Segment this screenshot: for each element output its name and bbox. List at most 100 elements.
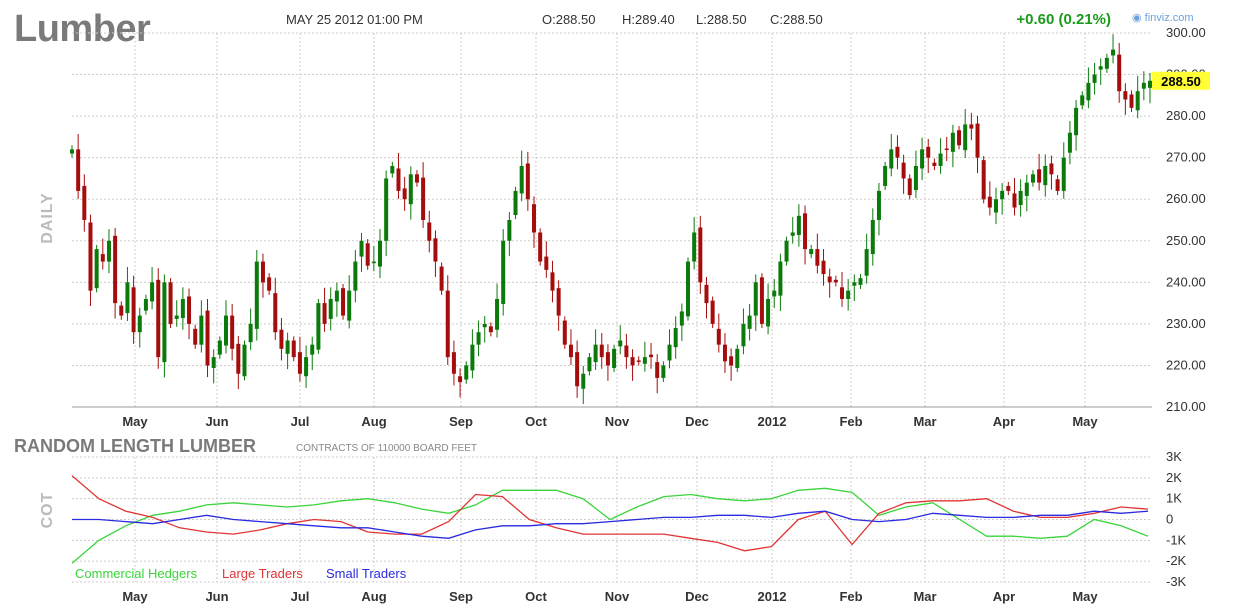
candle-body xyxy=(88,222,93,291)
candle-body xyxy=(260,261,265,283)
cot-y-tick: -1K xyxy=(1166,532,1187,547)
candle-body xyxy=(82,185,87,220)
candle-body xyxy=(396,168,401,191)
candle-body xyxy=(692,232,697,262)
candle-body xyxy=(267,277,272,291)
candle-body xyxy=(612,348,617,368)
candle-body xyxy=(975,123,980,158)
candle-body xyxy=(957,130,962,146)
cot-x-tick: Sep xyxy=(449,589,473,604)
candle-body xyxy=(328,298,333,319)
candle-body xyxy=(827,276,832,283)
candle-body xyxy=(137,315,142,333)
candle-body xyxy=(790,232,795,236)
candle-body xyxy=(618,340,623,347)
candle-body xyxy=(193,328,198,345)
candle-body xyxy=(495,298,500,330)
candle-body xyxy=(445,290,450,358)
cot-subtitle: CONTRACTS OF 110000 BOARD FEET xyxy=(296,443,477,454)
candle-body xyxy=(642,357,647,364)
candle-body xyxy=(821,260,826,275)
price-x-tick: Jun xyxy=(205,414,228,429)
candle-body xyxy=(1074,107,1079,136)
candle-body xyxy=(858,278,863,285)
datetime-label: MAY 25 2012 01:00 PM xyxy=(286,12,423,27)
candle-body xyxy=(427,222,432,241)
price-x-tick: Nov xyxy=(605,414,630,429)
candle-body xyxy=(920,149,925,169)
candle-body xyxy=(106,240,111,262)
cot-x-tick: Jun xyxy=(205,589,228,604)
candle-body xyxy=(100,254,105,262)
candle-body xyxy=(242,344,247,377)
candle-body xyxy=(1141,82,1146,89)
brand-link[interactable]: ◉ finviz.com xyxy=(1132,11,1194,24)
candle-body xyxy=(722,344,727,362)
candle-body xyxy=(1135,91,1140,111)
price-change: +0.60 (0.21%) xyxy=(1016,11,1111,28)
candle-body xyxy=(913,165,918,191)
candle-body xyxy=(747,315,752,329)
price-x-tick: May xyxy=(122,414,148,429)
candle-body xyxy=(1049,163,1054,175)
candle-body xyxy=(378,240,382,267)
candle-body xyxy=(458,376,463,383)
candle-body xyxy=(1055,179,1060,191)
candle-body xyxy=(408,174,413,205)
candle-body xyxy=(1117,54,1122,92)
candle-body xyxy=(1006,185,1011,191)
cot-x-tick: May xyxy=(122,589,148,604)
close-value: C:288.50 xyxy=(770,12,823,27)
candle-body xyxy=(1024,182,1029,196)
candle-body xyxy=(187,296,192,324)
candle-body xyxy=(938,153,943,166)
candle-body xyxy=(661,365,666,378)
candle-body xyxy=(987,196,992,208)
cot-y-tick: 2K xyxy=(1166,470,1182,485)
price-y-axis: 210.00 220.00 230.00 240.00 250.00 260.00 270.… xyxy=(1166,25,1206,414)
candle-body xyxy=(883,165,888,186)
cot-x-tick: Dec xyxy=(685,589,709,604)
candle-body xyxy=(433,238,438,262)
cot-x-axis: May Jun Jul Aug Sep Oct Nov Dec 2012 Feb Mar Apr May xyxy=(122,589,1098,604)
price-x-tick: Sep xyxy=(449,414,473,429)
candle-body xyxy=(1148,80,1152,88)
cot-x-tick: Nov xyxy=(605,589,630,604)
price-x-tick: Apr xyxy=(993,414,1015,429)
candle-body xyxy=(439,266,444,291)
candle-body xyxy=(131,287,136,333)
candle-body xyxy=(402,188,407,200)
candle-body xyxy=(1086,82,1091,101)
cot-y-tick: 3K xyxy=(1166,449,1182,464)
candle-body xyxy=(507,220,512,241)
candle-body xyxy=(390,165,395,174)
price-y-tick: 230.00 xyxy=(1166,316,1206,331)
candle-body xyxy=(513,190,518,216)
candle-body xyxy=(1037,169,1042,183)
candle-body xyxy=(279,329,284,349)
candle-body xyxy=(950,132,955,152)
cot-x-tick: Mar xyxy=(913,589,936,604)
cot-line-large xyxy=(71,475,1149,552)
candle-body xyxy=(1012,193,1017,208)
cot-y-tick: 0 xyxy=(1166,512,1173,527)
finviz-icon: ◉ xyxy=(1132,12,1142,24)
candle-body xyxy=(556,288,561,316)
candle-body xyxy=(686,261,690,317)
candle-body xyxy=(1043,165,1048,186)
candle-body xyxy=(150,282,155,302)
candle-body xyxy=(1129,94,1134,108)
candle-body xyxy=(316,303,321,350)
candle-body xyxy=(963,124,968,151)
candle-body xyxy=(636,360,641,362)
candle-body xyxy=(384,178,389,241)
candle-body xyxy=(796,215,801,235)
candle-body xyxy=(421,177,426,220)
candle-body xyxy=(180,298,185,319)
cot-line-commercial xyxy=(71,487,1149,564)
candle-body xyxy=(729,356,734,366)
candle-body xyxy=(784,240,789,262)
candle-body xyxy=(1000,190,1005,200)
price-x-tick: Oct xyxy=(525,414,547,429)
candle-body xyxy=(587,357,592,372)
